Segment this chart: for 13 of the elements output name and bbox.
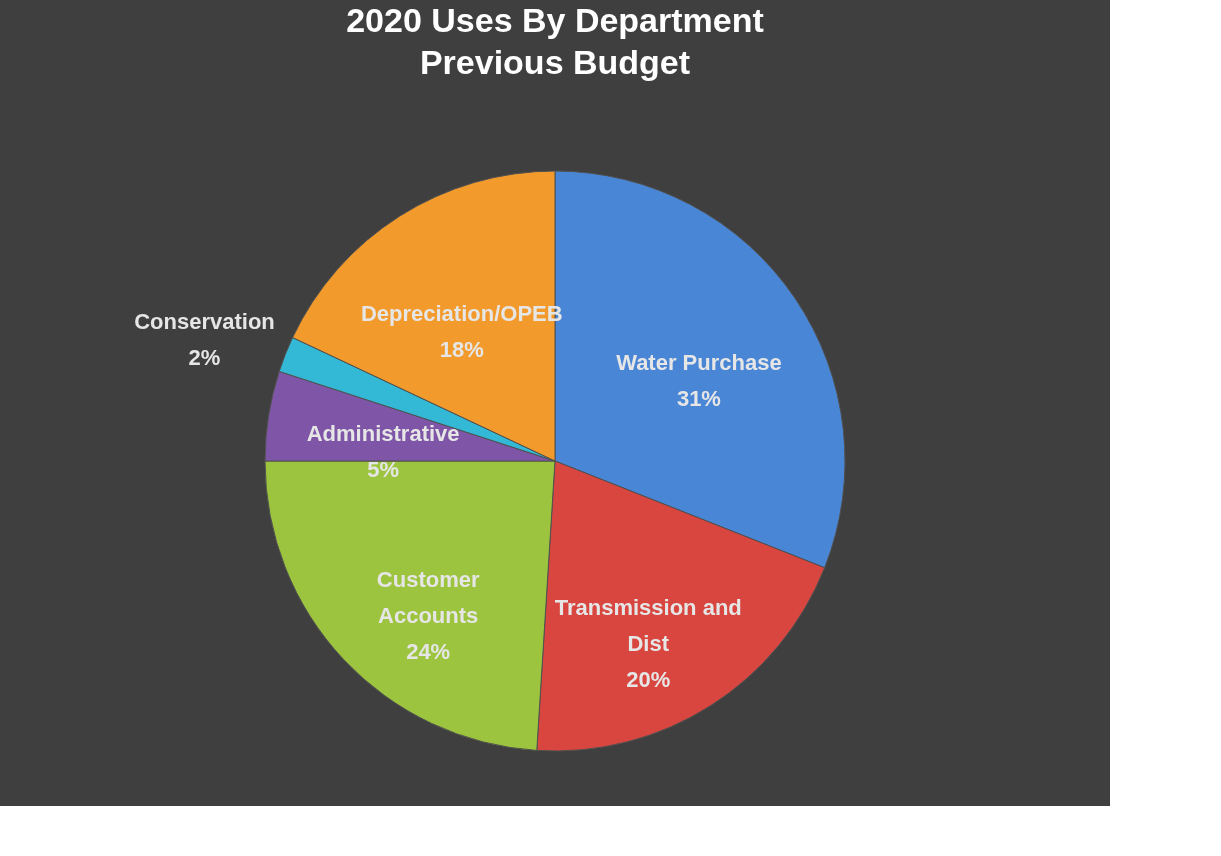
data-label: 2% [188,345,221,371]
chart-subtitle: Previous Budget [419,43,691,81]
data-label: 5% [367,456,400,482]
slice-label: Administrative [306,420,460,446]
slice-label: Transmission and Dist [554,594,742,656]
slice-label: Customer Accounts [376,567,480,629]
data-label: 31% [676,386,721,412]
data-label: 18% [439,337,484,363]
data-label: 24% [406,639,451,665]
chart-title: 2020 Uses By Department [346,1,764,39]
slice-label: Water Purchase [616,350,782,376]
slice-label: Conservation [134,309,275,335]
data-label: 20% [626,666,671,692]
